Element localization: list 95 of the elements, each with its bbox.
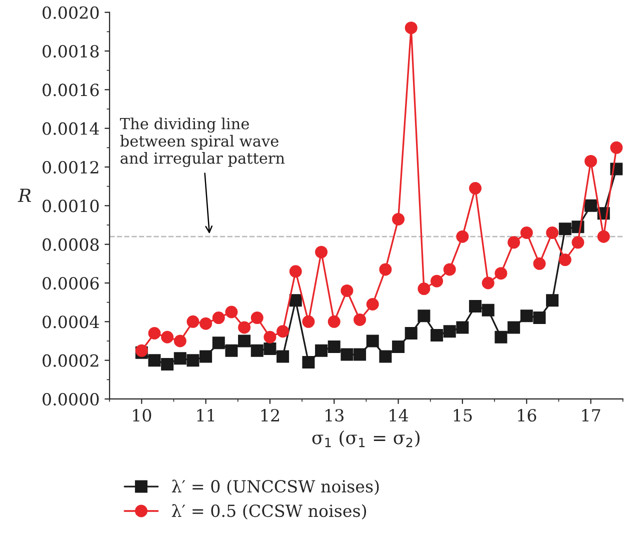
x-tick-label: 10 xyxy=(133,409,152,422)
point xyxy=(328,340,340,354)
point xyxy=(174,334,186,348)
y-tick-label: 0.0018 xyxy=(42,44,99,58)
point xyxy=(508,236,520,249)
point xyxy=(225,306,238,318)
point xyxy=(225,344,238,357)
point xyxy=(494,330,508,344)
point xyxy=(148,354,161,367)
point xyxy=(328,315,340,328)
y-tick-label: 0.0020 xyxy=(42,6,99,19)
point xyxy=(520,310,533,322)
point xyxy=(276,350,290,363)
x-tick-label: 14 xyxy=(390,409,408,422)
point xyxy=(494,267,508,280)
y-tick-label: 0.0012 xyxy=(42,160,98,174)
point xyxy=(354,313,366,326)
x-axis-title: σ$_{1}$ (σ$_{1}$ = σ$_{2}$) xyxy=(312,430,420,448)
point xyxy=(469,300,482,312)
point xyxy=(340,284,354,297)
point xyxy=(161,358,174,370)
y-tick-label: 0.0006 xyxy=(42,276,99,290)
y-tick-label: 0.0004 xyxy=(42,316,99,328)
point xyxy=(418,310,430,322)
x-tick-label: 11 xyxy=(197,409,214,422)
point xyxy=(392,212,405,226)
x-tick-label: 17 xyxy=(582,409,600,422)
y-tick-label: 0.0000 xyxy=(42,392,99,406)
x-tick-label: 16 xyxy=(518,409,536,422)
legend-label: λ′ = 0.5 (CCSW noises) xyxy=(172,504,366,520)
point xyxy=(379,263,392,276)
point xyxy=(186,315,200,328)
y-tick-label: 0.0016 xyxy=(42,84,99,96)
point xyxy=(315,246,328,258)
point xyxy=(148,327,161,340)
point xyxy=(520,226,533,239)
point xyxy=(404,327,418,340)
x-tick-label: 15 xyxy=(454,409,472,422)
x-tick-label: 12 xyxy=(261,409,279,422)
y-tick-label: 0.0010 xyxy=(42,200,99,212)
point xyxy=(200,317,212,330)
point xyxy=(366,298,379,311)
point xyxy=(212,312,225,324)
point xyxy=(340,348,354,361)
point xyxy=(508,321,520,334)
point xyxy=(276,325,290,338)
point xyxy=(430,328,444,342)
point xyxy=(392,340,405,354)
point xyxy=(250,344,264,357)
point xyxy=(418,282,430,296)
point xyxy=(533,312,546,324)
point xyxy=(610,141,623,154)
point xyxy=(238,321,251,334)
point xyxy=(264,330,276,344)
point xyxy=(238,334,251,348)
y-tick-label: 0.0008 xyxy=(42,238,99,251)
point xyxy=(212,336,225,350)
point xyxy=(404,22,418,34)
point xyxy=(174,352,186,365)
point xyxy=(482,276,494,290)
point xyxy=(456,321,469,334)
point xyxy=(161,330,174,344)
y-tick-label: 0.0014 xyxy=(42,122,99,135)
x-tick-label: 13 xyxy=(326,409,344,422)
point xyxy=(302,356,315,369)
point xyxy=(546,226,559,239)
point xyxy=(546,294,559,307)
point xyxy=(354,348,366,361)
point xyxy=(558,222,572,236)
legend-label: λ′ = 0 (UNCCSW noises) xyxy=(172,480,379,495)
point xyxy=(186,354,200,367)
point xyxy=(584,199,598,212)
point xyxy=(469,182,482,195)
point xyxy=(584,154,598,168)
point xyxy=(443,325,456,338)
point xyxy=(302,315,315,328)
point xyxy=(558,254,572,266)
point xyxy=(597,230,610,243)
point xyxy=(572,236,584,249)
point xyxy=(482,304,494,316)
y-tick-label: 0.0002 xyxy=(42,354,98,367)
point xyxy=(443,263,456,276)
point xyxy=(315,344,328,357)
ref-line-label: The dividing line between spiral wave and irregular pattern xyxy=(120,118,285,168)
point xyxy=(456,230,469,243)
y-axis-title: R xyxy=(18,188,31,202)
point xyxy=(250,312,264,324)
point xyxy=(430,274,444,288)
point xyxy=(366,334,379,348)
point xyxy=(533,257,546,270)
point xyxy=(200,350,212,363)
point xyxy=(289,265,302,278)
point xyxy=(289,294,302,307)
point xyxy=(379,350,392,363)
point xyxy=(264,342,276,355)
